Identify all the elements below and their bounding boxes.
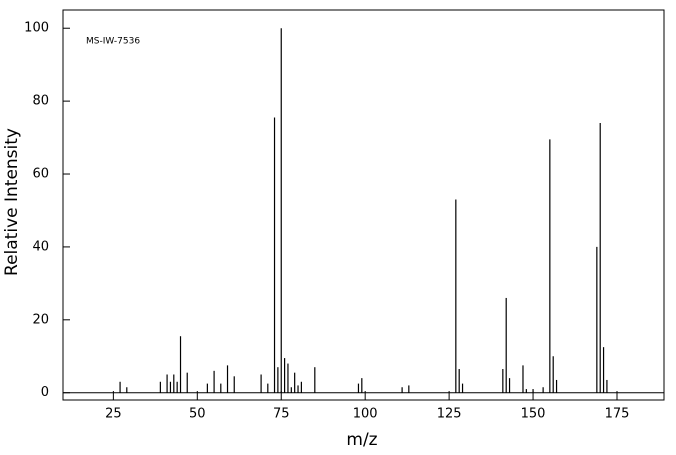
y-axis-label: Relative Intensity — [2, 128, 22, 276]
y-tick-label: 80 — [32, 94, 49, 109]
x-axis-label: m/z — [346, 430, 377, 450]
plot-frame — [62, 9, 665, 401]
annotation: MS-IW-7536 — [86, 37, 140, 47]
y-tick-label: 40 — [32, 239, 49, 254]
x-tick-label: 150 — [521, 407, 546, 422]
x-tick-label: 25 — [105, 407, 122, 422]
x-tick-label: 175 — [605, 407, 630, 422]
x-tick-label: 50 — [189, 407, 206, 422]
x-tick-label: 125 — [437, 407, 462, 422]
y-tick-label: 60 — [32, 167, 49, 182]
x-tick-label: 100 — [353, 407, 378, 422]
y-tick-label: 20 — [32, 312, 49, 327]
y-tick-label: 0 — [41, 385, 49, 400]
y-tick-label: 100 — [24, 21, 49, 36]
x-tick-label: 75 — [273, 407, 290, 422]
